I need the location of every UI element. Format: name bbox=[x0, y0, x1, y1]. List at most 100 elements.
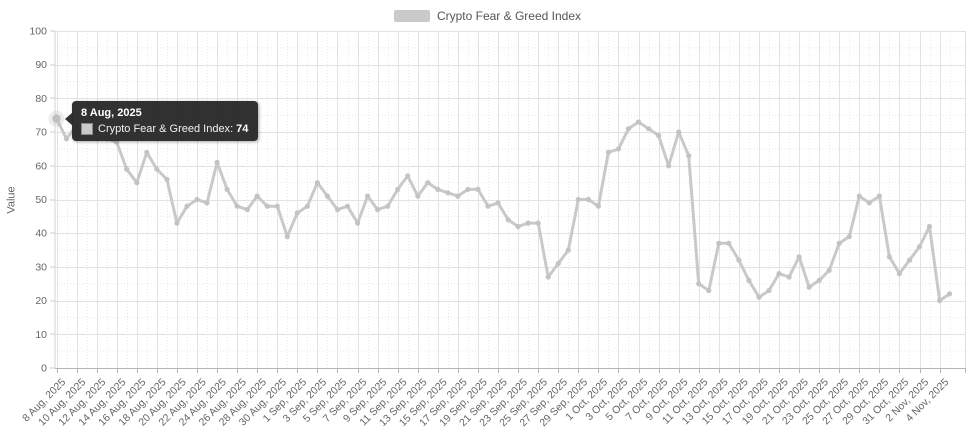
data-point-marker[interactable] bbox=[786, 274, 792, 280]
data-point-marker[interactable] bbox=[365, 193, 371, 199]
data-point-marker[interactable] bbox=[856, 193, 862, 199]
y-axis-label: 20 bbox=[35, 295, 47, 307]
data-point-marker[interactable] bbox=[314, 180, 320, 186]
data-point-marker[interactable] bbox=[565, 247, 571, 253]
data-point-marker[interactable] bbox=[485, 203, 491, 209]
data-point-marker[interactable] bbox=[284, 234, 290, 240]
data-point-marker[interactable] bbox=[415, 193, 421, 199]
data-point-marker[interactable] bbox=[264, 203, 270, 209]
data-point-marker[interactable] bbox=[324, 193, 330, 199]
y-axis-label: 0 bbox=[41, 363, 47, 375]
y-axis-label: 10 bbox=[35, 329, 47, 341]
data-point-marker[interactable] bbox=[716, 240, 722, 246]
data-point-marker[interactable] bbox=[535, 220, 541, 226]
data-point-marker[interactable] bbox=[134, 180, 140, 186]
data-point-marker[interactable] bbox=[194, 196, 200, 203]
data-point-marker[interactable] bbox=[495, 200, 501, 206]
tooltip: 8 Aug, 2025 Crypto Fear & Greed Index: 7… bbox=[64, 101, 259, 141]
data-point-marker[interactable] bbox=[204, 200, 210, 206]
data-point-marker[interactable] bbox=[947, 291, 953, 297]
data-point-marker[interactable] bbox=[696, 281, 702, 287]
data-point-marker[interactable] bbox=[405, 173, 411, 179]
data-point-marker[interactable] bbox=[525, 220, 531, 226]
data-point-marker[interactable] bbox=[615, 146, 622, 152]
data-point-marker[interactable] bbox=[244, 207, 250, 213]
data-point-marker[interactable] bbox=[174, 220, 180, 226]
data-point-marker[interactable] bbox=[575, 196, 581, 203]
data-point-marker[interactable] bbox=[656, 132, 662, 139]
minor-grid bbox=[55, 31, 965, 368]
data-point-marker[interactable] bbox=[254, 193, 260, 199]
data-point-marker[interactable] bbox=[866, 200, 872, 206]
data-point-marker[interactable] bbox=[274, 203, 280, 209]
data-point-marker[interactable] bbox=[605, 149, 612, 155]
data-point-marker[interactable] bbox=[676, 129, 682, 135]
data-point-marker[interactable] bbox=[886, 254, 893, 260]
data-point-marker[interactable] bbox=[164, 176, 170, 182]
data-point-marker[interactable] bbox=[896, 271, 903, 277]
data-point-marker[interactable] bbox=[585, 196, 592, 203]
data-point-marker[interactable] bbox=[344, 203, 351, 209]
data-point-marker[interactable] bbox=[184, 203, 190, 209]
data-point-marker[interactable] bbox=[926, 223, 933, 230]
data-point-marker[interactable] bbox=[214, 159, 220, 165]
tooltip-series-row: Crypto Fear & Greed Index: 74 bbox=[81, 123, 248, 135]
data-point-marker[interactable] bbox=[435, 186, 441, 192]
data-point-marker[interactable] bbox=[395, 186, 401, 192]
data-point-marker[interactable] bbox=[736, 257, 742, 263]
data-point-marker[interactable] bbox=[826, 267, 832, 273]
data-point-marker[interactable] bbox=[625, 126, 632, 132]
data-point-marker[interactable] bbox=[425, 180, 431, 186]
data-point-marker[interactable] bbox=[816, 277, 822, 283]
data-point-marker[interactable] bbox=[706, 287, 712, 294]
data-point-marker[interactable] bbox=[334, 207, 341, 213]
tooltip-date: 8 Aug, 2025 bbox=[81, 107, 142, 119]
data-point-marker[interactable] bbox=[355, 220, 361, 226]
data-point-marker[interactable] bbox=[294, 210, 300, 216]
major-grid bbox=[55, 31, 966, 369]
data-point-marker[interactable] bbox=[806, 284, 812, 290]
data-point-marker[interactable] bbox=[666, 163, 672, 169]
data-point-marker[interactable] bbox=[465, 186, 471, 192]
data-point-marker[interactable] bbox=[595, 203, 602, 209]
data-point-marker[interactable] bbox=[475, 186, 481, 192]
data-point-marker[interactable] bbox=[726, 240, 732, 246]
series-line bbox=[55, 117, 952, 303]
data-point-marker[interactable] bbox=[304, 203, 310, 209]
data-point-marker[interactable] bbox=[937, 298, 943, 304]
data-point-marker[interactable] bbox=[124, 166, 130, 172]
y-axis-label: 50 bbox=[35, 194, 47, 206]
data-point-marker[interactable] bbox=[756, 294, 762, 300]
data-point-marker[interactable] bbox=[846, 234, 852, 240]
y-axis-label: 60 bbox=[35, 160, 47, 172]
hovered-data-point[interactable] bbox=[52, 114, 61, 123]
data-point-marker[interactable] bbox=[505, 217, 511, 223]
data-point-marker[interactable] bbox=[385, 203, 391, 209]
data-point-marker[interactable] bbox=[746, 277, 752, 283]
data-point-marker[interactable] bbox=[545, 274, 551, 280]
data-point-marker[interactable] bbox=[776, 271, 782, 277]
data-point-marker[interactable] bbox=[455, 193, 461, 199]
data-point-marker[interactable] bbox=[646, 126, 652, 132]
data-point-marker[interactable] bbox=[515, 223, 521, 230]
data-point-marker[interactable] bbox=[836, 240, 842, 246]
data-point-marker[interactable] bbox=[876, 193, 883, 199]
data-point-marker[interactable] bbox=[906, 257, 913, 263]
data-point-marker[interactable] bbox=[635, 119, 642, 125]
data-point-marker[interactable] bbox=[796, 254, 802, 260]
data-point-marker[interactable] bbox=[63, 136, 70, 142]
data-point-marker[interactable] bbox=[686, 153, 692, 159]
legend-item[interactable]: Crypto Fear & Greed Index bbox=[0, 7, 975, 25]
data-point-marker[interactable] bbox=[766, 287, 772, 294]
data-point-marker[interactable] bbox=[916, 244, 923, 250]
data-point-marker[interactable] bbox=[224, 186, 230, 192]
data-point-marker[interactable] bbox=[555, 260, 561, 267]
data-point-marker[interactable] bbox=[234, 203, 240, 209]
data-point-marker[interactable] bbox=[375, 207, 381, 213]
data-point-marker[interactable] bbox=[144, 149, 150, 155]
data-point-marker[interactable] bbox=[154, 166, 160, 172]
data-point-marker[interactable] bbox=[445, 190, 451, 196]
